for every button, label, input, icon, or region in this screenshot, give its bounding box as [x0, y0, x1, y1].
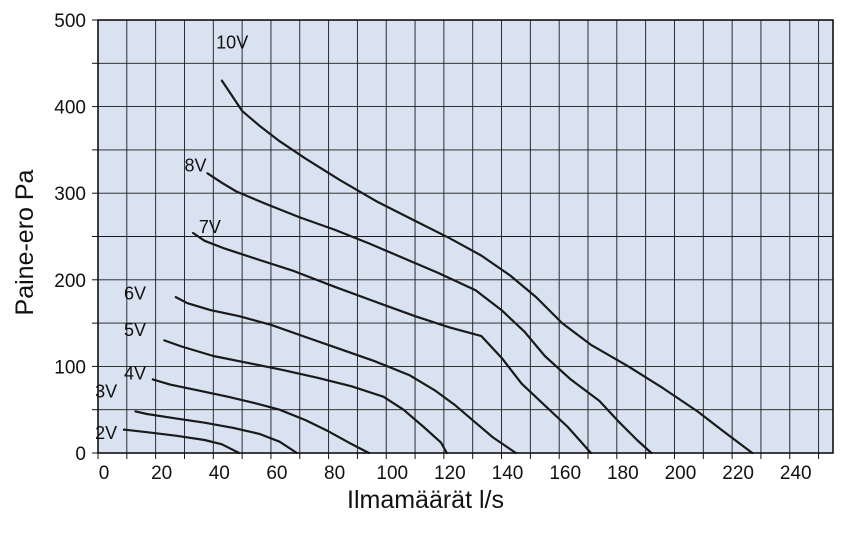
- x-tick-label: 180: [607, 463, 639, 484]
- x-tick-label: 200: [665, 463, 697, 484]
- y-tick-label: 0: [75, 444, 86, 465]
- series-labels: 10V 8V 7V 6V 5V 4V 3V 2V: [95, 33, 248, 444]
- x-axis-label: Ilmamäärät l/s: [347, 486, 504, 514]
- series-line-10v: [220, 79, 754, 455]
- y-tick-label: 400: [54, 98, 86, 119]
- x-tick-label: 160: [549, 463, 581, 484]
- x-tick-label: 120: [434, 463, 466, 484]
- series-line-5v: [163, 339, 448, 455]
- series-line-7v: [192, 231, 592, 455]
- x-tick-label: 240: [780, 463, 812, 484]
- series-label-10v: 10V: [216, 33, 248, 53]
- x-tick-label: 140: [492, 463, 524, 484]
- x-tick-label: 220: [722, 463, 754, 484]
- y-tick-label: 300: [54, 184, 86, 205]
- series-label-6v: 6V: [124, 284, 146, 304]
- grid-lines: [98, 20, 833, 453]
- x-tick-label: 0: [99, 463, 110, 484]
- y-tick-label: 100: [54, 357, 86, 378]
- x-axis-tick-labels: 0 20 40 60 80 100 120 140 160 180 200 220 240: [97, 453, 820, 484]
- series-label-7v: 7V: [199, 217, 221, 237]
- series-label-3v: 3V: [95, 382, 117, 402]
- series-lines: [122, 79, 754, 455]
- y-axis-label: Paine-ero Pa: [11, 169, 39, 315]
- y-axis-tick-labels: 0 100 200 300 400 500: [54, 11, 98, 465]
- x-tick-label: 80: [324, 463, 345, 484]
- y-tick-label: 200: [54, 271, 86, 292]
- series-label-2v: 2V: [95, 423, 117, 443]
- series-line-4v: [151, 378, 370, 455]
- series-line-8v: [206, 172, 653, 455]
- x-tick-label: 60: [266, 463, 287, 484]
- x-tick-label: 40: [209, 463, 230, 484]
- series-label-4v: 4V: [124, 363, 146, 383]
- y-tick-label: 500: [54, 11, 86, 32]
- series-label-5v: 5V: [124, 320, 146, 340]
- series-line-6v: [174, 296, 517, 455]
- x-tick-label: 20: [151, 463, 172, 484]
- series-line-2v: [122, 428, 241, 455]
- series-label-8v: 8V: [184, 156, 206, 176]
- series-line-3v: [134, 410, 298, 455]
- x-tick-label: 100: [376, 463, 408, 484]
